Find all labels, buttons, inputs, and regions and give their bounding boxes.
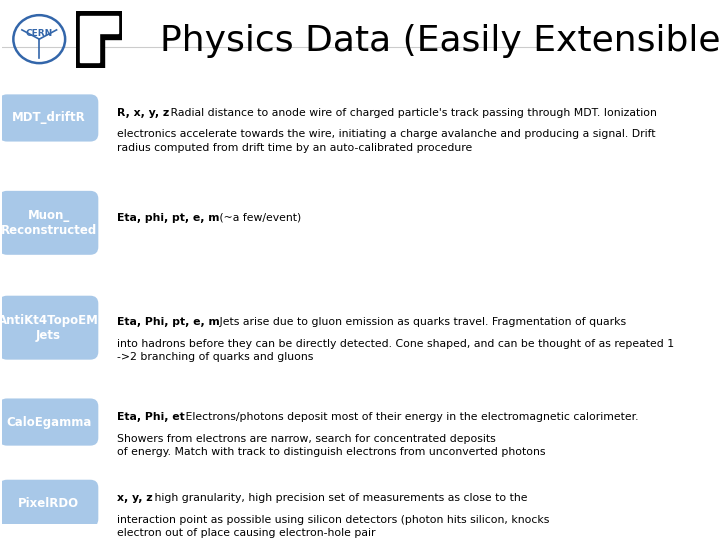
Text: Eta, Phi, pt, e, m: Eta, Phi, pt, e, m [117,318,220,327]
Text: Showers from electrons are narrow, search for concentrated deposits
of energy. M: Showers from electrons are narrow, searc… [117,434,546,457]
Text: Jets arise due to gluon emission as quarks travel. Fragmentation of quarks: Jets arise due to gluon emission as quar… [216,318,626,327]
Polygon shape [76,11,122,68]
FancyBboxPatch shape [0,94,99,141]
Text: R, x, y, z: R, x, y, z [117,107,169,118]
Text: electronics accelerate towards the wire, initiating a charge avalanche and produ: electronics accelerate towards the wire,… [117,130,656,153]
FancyBboxPatch shape [0,296,99,360]
Text: Muon_
Reconstructed: Muon_ Reconstructed [1,209,96,237]
Text: MDT_driftR: MDT_driftR [12,111,86,124]
Text: Radial distance to anode wire of charged particle's track passing through MDT. I: Radial distance to anode wire of charged… [168,107,657,118]
Text: CERN: CERN [26,29,53,38]
Text: PixelRDO: PixelRDO [18,497,79,510]
Text: (~a few/event): (~a few/event) [216,213,301,222]
Text: Physics Data (Easily Extensible): Physics Data (Easily Extensible) [160,24,720,58]
Text: into hadrons before they can be directly detected. Cone shaped, and can be thoug: into hadrons before they can be directly… [117,339,674,362]
Text: CaloEgamma: CaloEgamma [6,416,91,429]
Text: interaction point as possible using silicon detectors (photon hits silicon, knoc: interaction point as possible using sili… [117,515,549,538]
Polygon shape [81,16,118,62]
Text: high granularity, high precision set of measurements as close to the: high granularity, high precision set of … [151,493,528,503]
Text: AntiKt4TopoEM
Jets: AntiKt4TopoEM Jets [0,314,99,342]
FancyBboxPatch shape [0,399,99,445]
Text: Electrons/photons deposit most of their energy in the electromagnetic calorimete: Electrons/photons deposit most of their … [182,412,639,422]
Text: Eta, phi, pt, e, m: Eta, phi, pt, e, m [117,213,220,222]
FancyBboxPatch shape [0,191,99,255]
Text: x, y, z: x, y, z [117,493,153,503]
FancyBboxPatch shape [0,480,99,527]
Text: Eta, Phi, et: Eta, Phi, et [117,412,185,422]
